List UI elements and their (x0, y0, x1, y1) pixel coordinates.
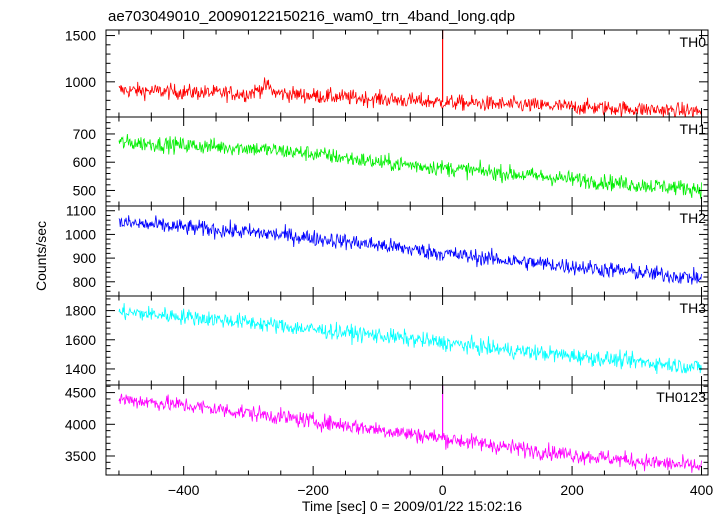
y-tick-label-th0: 1000 (65, 74, 96, 90)
panels-group: 1000 1500 TH0 500 600 700 TH1 800 900 1000 1100 TH2… (65, 28, 714, 498)
y-tick-label-th0123: 3500 (65, 448, 96, 464)
y-tick-label-th2: 900 (73, 250, 97, 266)
y-tick-label-th2: 800 (73, 274, 97, 290)
panel-label-th3: TH3 (680, 300, 707, 316)
y-axis-label: Counts/sec (33, 221, 49, 291)
y-tick-label-th3: 1800 (65, 303, 96, 319)
series-line-th0123 (118, 393, 702, 473)
x-tick-label: 0 (439, 482, 447, 498)
series-line-th1 (118, 133, 702, 199)
x-tick-label: −400 (168, 482, 200, 498)
y-tick-label-th3: 1600 (65, 332, 96, 348)
series-line-th2 (118, 215, 702, 285)
panel-frame-th1 (105, 116, 709, 207)
x-tick-label: 400 (690, 482, 714, 498)
y-tick-label-th1: 500 (73, 182, 97, 198)
panel-frame-th0123 (105, 384, 709, 476)
x-tick-label: 200 (560, 482, 584, 498)
x-tick-label: −200 (297, 482, 329, 498)
series-line-th3 (118, 303, 702, 375)
y-tick-label-th2: 1000 (65, 226, 96, 242)
panel-label-th0: TH0 (680, 34, 707, 50)
x-axis-label: Time [sec] 0 = 2009/01/22 15:02:16 (302, 498, 522, 514)
y-tick-label-th2: 1100 (66, 203, 96, 219)
panel-frame-th2 (105, 205, 709, 297)
panel-label-th2: TH2 (680, 210, 707, 226)
series-line-th0 (118, 77, 702, 117)
y-tick-label-th0123: 4000 (65, 416, 96, 432)
y-tick-label-th0123: 4500 (65, 385, 96, 401)
y-tick-label-th1: 700 (73, 126, 97, 142)
panel-label-th1: TH1 (680, 121, 707, 137)
y-tick-label-th1: 600 (73, 154, 97, 170)
panel-label-th0123: TH0123 (656, 389, 706, 405)
chart-title: ae703049010_20090122150216_wam0_trn_4ban… (108, 8, 515, 25)
y-tick-label-th0: 1500 (65, 28, 96, 44)
y-tick-label-th3: 1400 (65, 361, 96, 377)
